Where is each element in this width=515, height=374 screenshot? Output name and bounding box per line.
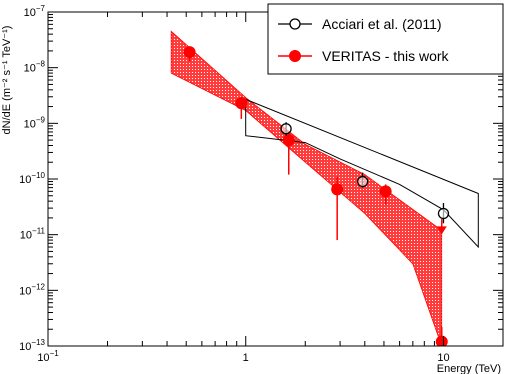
veritas-data-point — [235, 97, 248, 110]
x-tick-label: 10−1 — [37, 349, 59, 364]
y-tick-label: 10−12 — [19, 282, 45, 297]
veritas-data-point — [331, 183, 344, 196]
band-layer — [170, 30, 479, 346]
legend-label-veritas: VERITAS - this work — [322, 48, 450, 64]
y-tick-label: 10−8 — [24, 60, 46, 75]
y-axis-title: dN/dE (m⁻² s⁻¹ TeV⁻¹) — [1, 26, 13, 135]
veritas-upper-limit-arrow — [436, 226, 447, 235]
veritas-confidence-band — [170, 30, 443, 346]
legend-marker-acciari — [289, 18, 301, 30]
x-axis-title: Energy (TeV) — [437, 363, 501, 374]
acciari-data-point — [356, 175, 369, 188]
y-tick-label: 10−7 — [24, 4, 46, 19]
x-tick-label: 10 — [437, 352, 449, 364]
y-tick-label: 10−11 — [20, 227, 46, 242]
y-tick-label: 10−10 — [19, 171, 45, 186]
veritas-data-point — [183, 46, 196, 59]
veritas-data-point — [435, 335, 448, 346]
veritas-data-point — [282, 134, 295, 147]
y-tick-label: 10−13 — [19, 338, 45, 353]
acciari-butterfly-band — [245, 98, 479, 249]
legend-marker-veritas — [289, 50, 301, 62]
veritas-data-point — [379, 185, 392, 198]
point-layer — [183, 46, 450, 346]
legend-box — [267, 3, 504, 75]
legend: Acciari et al. (2011) VERITAS - this work — [267, 3, 504, 75]
acciari-data-point — [280, 123, 292, 135]
legend-label-acciari: Acciari et al. (2011) — [322, 16, 442, 32]
x-tick-label: 1 — [243, 352, 249, 364]
y-tick-label: 10−9 — [24, 115, 46, 130]
acciari-data-point — [437, 207, 450, 220]
